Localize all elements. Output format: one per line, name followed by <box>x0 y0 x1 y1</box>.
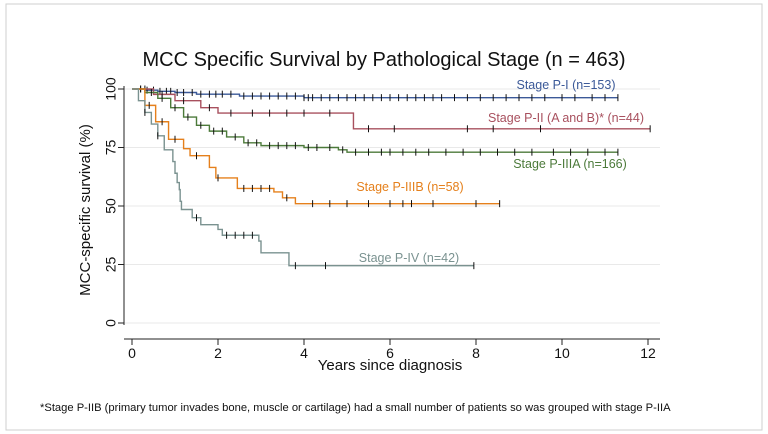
series-line-1 <box>132 88 651 130</box>
series-line-3 <box>132 88 500 205</box>
x-axis-label: Years since diagnosis <box>318 357 463 374</box>
y-tick-label-75: 75 <box>103 140 119 156</box>
gridlines <box>124 88 660 324</box>
series-label-2: Stage P-IIIA (n=166) <box>513 157 627 171</box>
axes: 0 25 50 75 100 0 2 4 6 8 10 12 <box>103 77 660 361</box>
series-label-0: Stage P-I (n=153) <box>516 78 615 92</box>
series-4 <box>132 88 475 270</box>
series-layer <box>132 85 651 270</box>
series-3 <box>132 88 501 208</box>
x-tick-label-4: 4 <box>300 345 308 361</box>
series-line-2 <box>132 88 618 153</box>
x-tick-label-10: 10 <box>554 345 570 361</box>
plot-frame <box>5 3 763 431</box>
footnote: *Stage P-IIB (primary tumor invades bone… <box>40 402 671 414</box>
x-tick-label-0: 0 <box>128 345 136 361</box>
x-tick-label-6: 6 <box>386 345 394 361</box>
y-tick-label-50: 50 <box>103 198 119 214</box>
series-2 <box>132 85 619 156</box>
x-tick-label-2: 2 <box>214 345 222 361</box>
y-tick-label-0: 0 <box>103 319 119 327</box>
x-tick-label-12: 12 <box>640 345 656 361</box>
series-label-1: Stage P-II (A and B)* (n=44) <box>488 111 644 125</box>
series-label-3: Stage P-IIIB (n=58) <box>356 180 463 194</box>
y-tick-label-100: 100 <box>103 77 119 101</box>
y-axis-label: MCC-specific survival (%) <box>77 124 94 296</box>
chart-title: MCC Specific Survival by Pathological St… <box>142 49 625 71</box>
x-tick-label-8: 8 <box>472 345 480 361</box>
series-labels: Stage P-I (n=153) Stage P-II (A and B)* (… <box>356 78 644 265</box>
series-label-4: Stage P-IV (n=42) <box>359 251 459 265</box>
y-tick-label-25: 25 <box>103 257 119 273</box>
series-1 <box>132 85 651 133</box>
